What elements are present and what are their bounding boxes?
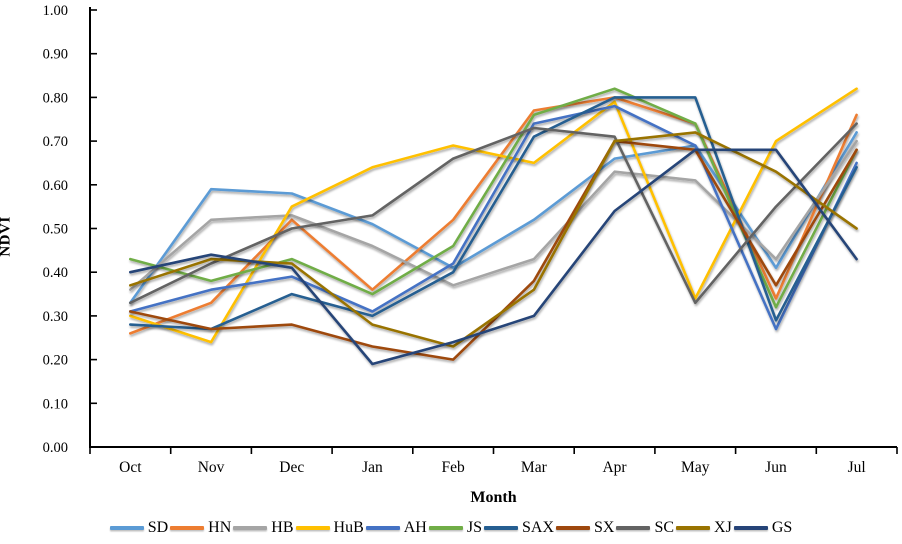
legend-swatch <box>365 526 400 530</box>
series-line-HN <box>129 96 858 335</box>
legend-label: SD <box>147 519 169 536</box>
y-tick-label: 0.80 <box>43 90 68 106</box>
x-tick-label: Jan <box>362 459 383 476</box>
legend-item-HN: HN <box>170 520 231 536</box>
y-tick-label: 0.00 <box>43 440 68 456</box>
series-line-SAX <box>129 96 858 331</box>
y-tick-label: 0.60 <box>43 178 68 194</box>
legend-item-JS: JS <box>428 519 482 536</box>
legend-item-XJ: XJ <box>676 520 732 536</box>
y-tick-label: 0.70 <box>43 134 68 150</box>
ndvi-line-chart: 0.00 0.10 0.20 0.30 0.40 0.50 0.60 0.70 0.80 0.90… <box>43 3 898 476</box>
legend-swatch <box>428 526 463 530</box>
legend-label: SAX <box>521 519 554 536</box>
x-tick-label: Apr <box>602 459 627 476</box>
legend-item-HB: HB <box>233 519 294 536</box>
y-tick-label: 1.00 <box>43 3 68 19</box>
legend-item-HuB: HuB <box>295 519 364 536</box>
series-line-GS <box>129 148 858 366</box>
legend-swatch <box>170 526 205 530</box>
legend-label: AH <box>403 519 427 536</box>
series-line-HuB <box>129 87 858 344</box>
x-tick-label: Nov <box>198 459 225 476</box>
legend-swatch <box>733 526 768 530</box>
legend-label: GS <box>771 519 793 536</box>
legend-swatch <box>676 526 711 530</box>
legend-label: JS <box>466 519 482 536</box>
legend-label: SX <box>594 519 615 536</box>
x-axis-title: Month <box>470 489 517 506</box>
y-axis-title: NDVI <box>0 216 14 257</box>
x-tick-label: Feb <box>442 459 466 476</box>
legend-swatch <box>616 526 651 530</box>
legend-swatch <box>295 526 330 530</box>
legend-label: SC <box>654 519 675 536</box>
legend-swatch <box>483 526 518 530</box>
y-tick-label: 0.50 <box>43 222 68 238</box>
x-tick-label: Dec <box>279 459 304 476</box>
legend-label: HB <box>271 519 294 536</box>
series-lines <box>129 87 858 366</box>
legend-swatch <box>233 526 268 530</box>
y-tick-label: 0.20 <box>43 353 68 369</box>
series-line-SC <box>129 122 858 305</box>
x-tick-label: Mar <box>521 459 548 476</box>
legend-item-AH: AH <box>365 519 427 536</box>
legend-swatch <box>109 526 144 530</box>
legend: SD HN HB HuB AH JS SAX SX SC XJ GS <box>0 520 902 536</box>
legend-item-SX: SX <box>556 520 614 536</box>
x-tick-label: May <box>681 459 710 476</box>
y-tick-label: 0.10 <box>43 396 68 412</box>
legend-label: HuB <box>333 519 364 536</box>
x-tick-label: Oct <box>119 459 142 476</box>
legend-item-SC: SC <box>616 520 674 536</box>
series-line-AH <box>129 104 858 331</box>
legend-item-SD: SD <box>109 519 169 536</box>
legend-label: HN <box>208 519 232 536</box>
legend-label: XJ <box>714 519 732 536</box>
axes: 0.00 0.10 0.20 0.30 0.40 0.50 0.60 0.70 0.80 0.90… <box>43 3 898 476</box>
series-line-SX <box>129 139 858 361</box>
legend-item-SAX: SAX <box>483 519 554 536</box>
y-tick-label: 0.30 <box>43 309 68 325</box>
legend-item-GS: GS <box>733 519 793 536</box>
y-tick-label: 0.90 <box>43 47 68 63</box>
x-tick-label: Jun <box>765 459 787 476</box>
y-tick-label: 0.40 <box>43 265 68 281</box>
legend-swatch <box>556 526 590 530</box>
x-tick-label: Jul <box>848 459 866 476</box>
